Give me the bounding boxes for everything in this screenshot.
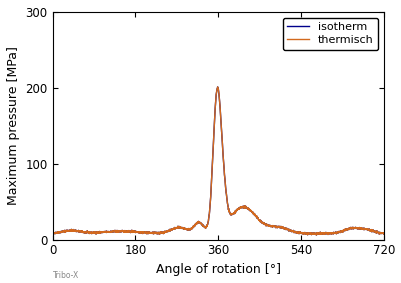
- isotherm: [202, 226, 207, 229]
- thermisch: [215, 85, 219, 89]
- thermisch: [371, 230, 376, 233]
- isotherm: [211, 136, 216, 139]
- thermisch: [310, 232, 315, 235]
- Line: isotherm: isotherm: [53, 87, 383, 235]
- thermisch: [381, 232, 385, 235]
- isotherm: [215, 85, 219, 89]
- X-axis label: Angle of rotation [°]: Angle of rotation [°]: [155, 263, 280, 276]
- thermisch: [371, 230, 376, 233]
- isotherm: [310, 232, 315, 235]
- isotherm: [313, 233, 318, 237]
- Y-axis label: Maximum pressure [MPa]: Maximum pressure [MPa]: [7, 46, 20, 205]
- thermisch: [211, 136, 216, 139]
- isotherm: [381, 232, 385, 235]
- thermisch: [50, 231, 55, 235]
- isotherm: [371, 230, 376, 233]
- Line: thermisch: thermisch: [53, 87, 383, 235]
- isotherm: [371, 230, 376, 233]
- Text: Tribo-X: Tribo-X: [53, 271, 79, 280]
- thermisch: [202, 226, 207, 229]
- thermisch: [67, 229, 72, 232]
- isotherm: [50, 231, 55, 235]
- Legend: isotherm, thermisch: isotherm, thermisch: [282, 18, 377, 50]
- isotherm: [67, 229, 72, 232]
- thermisch: [313, 233, 318, 237]
